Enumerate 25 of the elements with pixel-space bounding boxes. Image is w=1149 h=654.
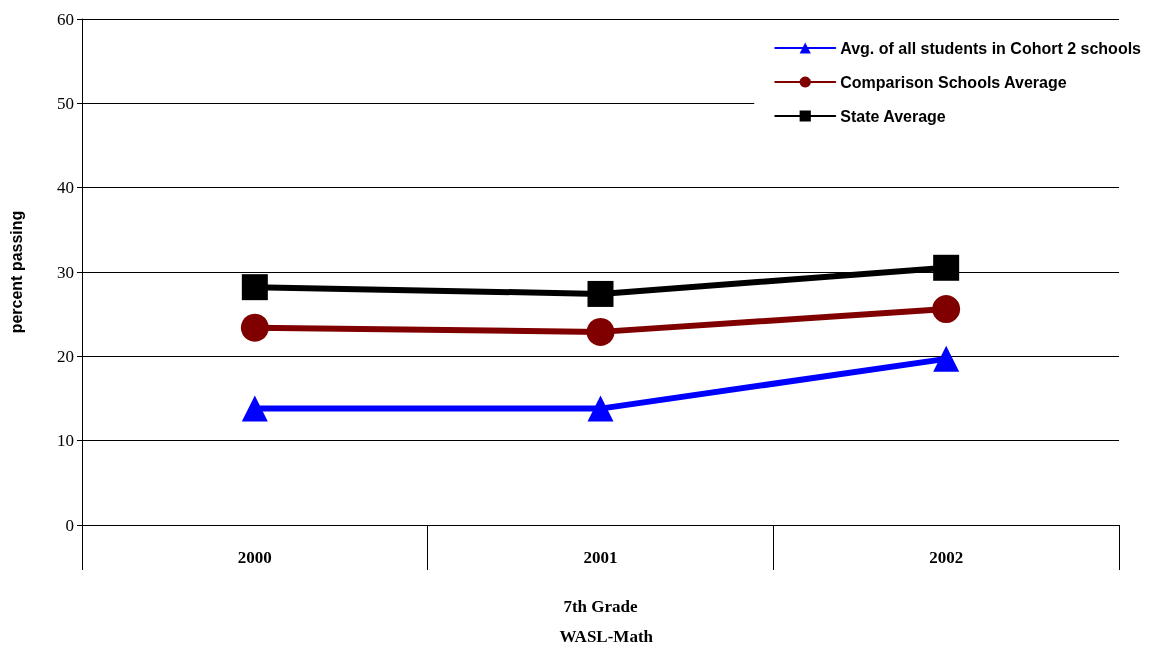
text: WASL-Math xyxy=(559,627,654,646)
point xyxy=(241,274,268,301)
x-axis-title: 7th Grade xyxy=(563,597,639,616)
point xyxy=(586,317,615,346)
point xyxy=(933,254,960,281)
point xyxy=(240,313,269,342)
point xyxy=(587,395,614,422)
y-tick-label: 30 xyxy=(57,262,74,282)
x-tick-label: 2002 xyxy=(929,548,964,567)
y-tick-label: 50 xyxy=(57,93,74,113)
legend-label: State Average xyxy=(840,107,946,125)
legend-label: Avg. of all students in Cohort 2 schools xyxy=(840,39,1142,57)
point xyxy=(932,295,961,324)
point xyxy=(933,345,960,372)
point xyxy=(587,280,614,307)
y-tick-label: 40 xyxy=(57,178,74,198)
point xyxy=(241,395,268,422)
x-tick-label: 2001 xyxy=(583,548,618,567)
y-tick-label: 60 xyxy=(57,9,74,29)
x-tick-label: 2000 xyxy=(237,548,272,567)
y-axis-title: percent passing xyxy=(7,210,25,334)
y-tick-label: 0 xyxy=(65,515,74,535)
legend-label: Comparison Schools Average xyxy=(840,73,1067,91)
y-tick-label: 10 xyxy=(57,431,74,451)
y-tick-label: 20 xyxy=(57,346,74,366)
